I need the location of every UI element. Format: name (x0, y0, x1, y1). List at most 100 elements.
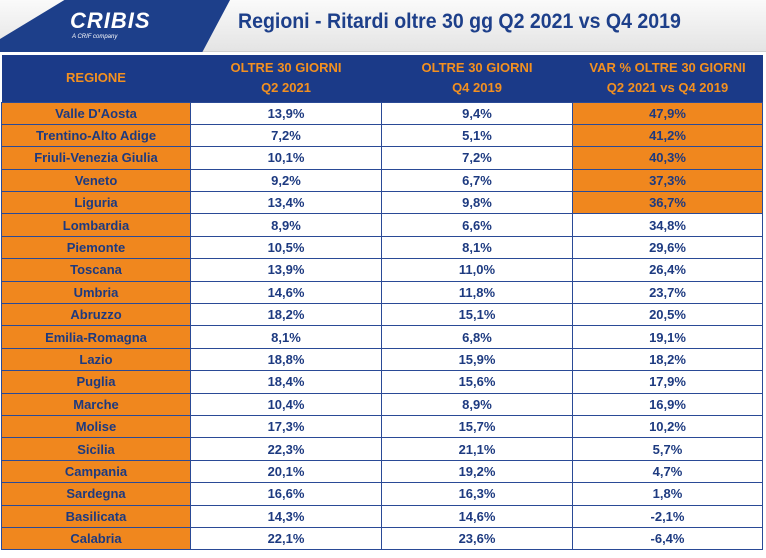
q2-2021-cell: 9,2% (190, 168, 382, 193)
q4-2019-cell: 9,8% (381, 191, 573, 215)
logo-tagline: A CRIF company (72, 34, 118, 40)
variation-cell: 29,6% (572, 235, 763, 260)
q4-2019-cell: 6,7% (381, 168, 573, 193)
region-cell: Abruzzo (1, 303, 191, 327)
region-cell: Lazio (1, 347, 191, 372)
variation-cell: 5,7% (572, 437, 763, 461)
q4-2019-cell: 11,8% (381, 280, 573, 305)
q2-2021-cell: 14,6% (190, 280, 382, 305)
table-row: Lombardia 8,9% 6,6% 34,8% (1, 213, 763, 237)
table-row: Liguria 13,4% 9,8% 36,7% (1, 191, 763, 215)
q2-2021-cell: 13,9% (190, 101, 382, 125)
q4-2019-cell: 21,1% (381, 437, 573, 461)
region-cell: Molise (1, 414, 191, 439)
region-cell: Friuli-Venezia Giulia (1, 146, 191, 170)
column-header: REGIONE (1, 55, 191, 102)
column-header-line1: OLTRE 30 GIORNI (230, 60, 342, 76)
q4-2019-cell: 15,9% (381, 347, 573, 372)
table-row: Veneto 9,2% 6,7% 37,3% (1, 168, 763, 193)
q2-2021-cell: 8,9% (190, 213, 382, 237)
q4-2019-cell: 15,7% (381, 414, 573, 439)
q4-2019-cell: 9,4% (381, 101, 573, 125)
header-banner: CRIBIS A CRIF company Regioni - Ritardi … (0, 0, 766, 52)
q4-2019-cell: 6,8% (381, 325, 573, 349)
page-title: Regioni - Ritardi oltre 30 gg Q2 2021 vs… (238, 10, 681, 33)
column-header: OLTRE 30 GIORNI Q2 2021 (190, 55, 382, 102)
column-header: OLTRE 30 GIORNI Q4 2019 (381, 55, 573, 102)
variation-cell: 17,9% (572, 370, 763, 394)
q2-2021-cell: 10,4% (190, 392, 382, 416)
q2-2021-cell: 10,5% (190, 235, 382, 260)
table-row: Friuli-Venezia Giulia 10,1% 7,2% 40,3% (1, 146, 763, 170)
table-row: Sicilia 22,3% 21,1% 5,7% (1, 437, 763, 461)
column-header-line2: Q2 2021 vs Q4 2019 (606, 80, 729, 96)
column-header-line2: Q4 2019 (452, 80, 502, 96)
q2-2021-cell: 18,8% (190, 347, 382, 372)
table-row: Toscana 13,9% 11,0% 26,4% (1, 258, 763, 282)
variation-cell: 23,7% (572, 280, 763, 305)
variation-cell: 47,9% (572, 101, 763, 125)
column-header-line1: OLTRE 30 GIORNI (421, 60, 533, 76)
q4-2019-cell: 16,3% (381, 482, 573, 506)
column-header: VAR % OLTRE 30 GIORNI Q2 2021 vs Q4 2019 (572, 55, 763, 102)
q2-2021-cell: 20,1% (190, 459, 382, 484)
q2-2021-cell: 18,4% (190, 370, 382, 394)
table-row: Umbria 14,6% 11,8% 23,7% (1, 280, 763, 305)
table-row: Marche 10,4% 8,9% 16,9% (1, 392, 763, 416)
region-cell: Valle D'Aosta (1, 101, 191, 125)
variation-cell: 18,2% (572, 347, 763, 372)
table-row: Campania 20,1% 19,2% 4,7% (1, 459, 763, 484)
variation-cell: 1,8% (572, 482, 763, 506)
table-row: Trentino-Alto Adige 7,2% 5,1% 41,2% (1, 123, 763, 148)
table-row: Basilicata 14,3% 14,6% -2,1% (1, 504, 763, 528)
table-row: Sardegna 16,6% 16,3% 1,8% (1, 482, 763, 506)
table-row: Piemonte 10,5% 8,1% 29,6% (1, 235, 763, 260)
column-header-line1: VAR % OLTRE 30 GIORNI (589, 60, 746, 76)
variation-cell: 10,2% (572, 414, 763, 439)
region-cell: Veneto (1, 168, 191, 193)
region-cell: Sicilia (1, 437, 191, 461)
region-cell: Sardegna (1, 482, 191, 506)
q2-2021-cell: 16,6% (190, 482, 382, 506)
region-cell: Lombardia (1, 213, 191, 237)
table-row: Calabria 22,1% 23,6% -6,4% (1, 526, 763, 551)
q2-2021-cell: 22,1% (190, 526, 382, 551)
q2-2021-cell: 13,9% (190, 258, 382, 282)
q4-2019-cell: 8,1% (381, 235, 573, 260)
q2-2021-cell: 22,3% (190, 437, 382, 461)
q4-2019-cell: 23,6% (381, 526, 573, 551)
q2-2021-cell: 10,1% (190, 146, 382, 170)
region-cell: Basilicata (1, 504, 191, 528)
q2-2021-cell: 17,3% (190, 414, 382, 439)
variation-cell: 40,3% (572, 146, 763, 170)
region-cell: Puglia (1, 370, 191, 394)
q2-2021-cell: 14,3% (190, 504, 382, 528)
q4-2019-cell: 6,6% (381, 213, 573, 237)
region-cell: Toscana (1, 258, 191, 282)
region-cell: Emilia-Romagna (1, 325, 191, 349)
variation-cell: 34,8% (572, 213, 763, 237)
q2-2021-cell: 13,4% (190, 191, 382, 215)
variation-cell: -2,1% (572, 504, 763, 528)
variation-cell: 41,2% (572, 123, 763, 148)
variation-cell: 16,9% (572, 392, 763, 416)
q4-2019-cell: 11,0% (381, 258, 573, 282)
column-header-line1: REGIONE (66, 70, 126, 86)
variation-cell: 4,7% (572, 459, 763, 484)
region-cell: Liguria (1, 191, 191, 215)
table-row: Valle D'Aosta 13,9% 9,4% 47,9% (1, 101, 763, 125)
region-cell: Trentino-Alto Adige (1, 123, 191, 148)
table-header: REGIONE OLTRE 30 GIORNI Q2 2021 OLTRE 30 GI… (1, 55, 763, 102)
variation-cell: 20,5% (572, 303, 763, 327)
variation-cell: 19,1% (572, 325, 763, 349)
table-row: Emilia-Romagna 8,1% 6,8% 19,1% (1, 325, 763, 349)
logo: CRIBIS (70, 8, 151, 33)
table-row: Abruzzo 18,2% 15,1% 20,5% (1, 303, 763, 327)
region-cell: Calabria (1, 526, 191, 551)
q2-2021-cell: 18,2% (190, 303, 382, 327)
q2-2021-cell: 8,1% (190, 325, 382, 349)
table-row: Lazio 18,8% 15,9% 18,2% (1, 347, 763, 372)
variation-cell: 26,4% (572, 258, 763, 282)
q2-2021-cell: 7,2% (190, 123, 382, 148)
region-cell: Piemonte (1, 235, 191, 260)
